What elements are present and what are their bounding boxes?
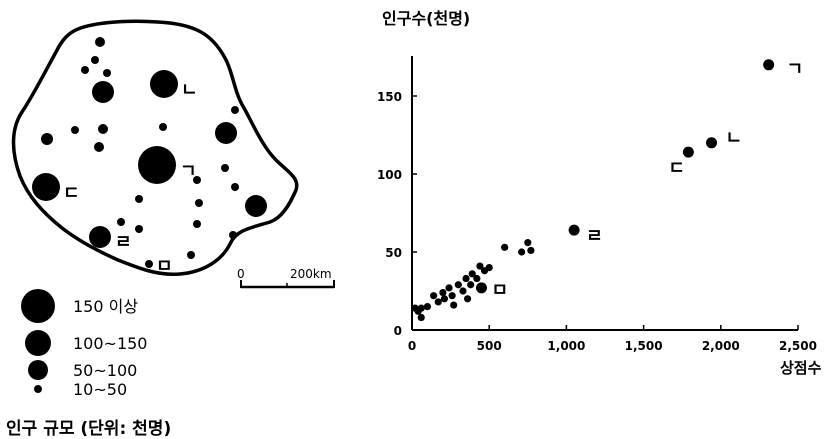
city-marker [92, 81, 114, 103]
city-marker [215, 122, 237, 144]
scale-zero-label: 0 [237, 267, 245, 281]
legend-marker-50-100 [28, 360, 48, 380]
data-point-label: ㄷ [668, 158, 685, 179]
legend-marker-10-50 [34, 385, 42, 393]
city-marker [98, 124, 108, 134]
plot-axes [411, 56, 798, 331]
map-legend: 150 이상 100~150 50~100 10~50 인구 규모 (단위: 천… [6, 289, 171, 439]
city-marker [245, 195, 267, 217]
city-marker [193, 220, 201, 228]
legend-marker-100-150 [25, 330, 51, 356]
data-point [527, 246, 535, 255]
data-point [473, 274, 481, 283]
city-marker [231, 183, 239, 191]
data-point [439, 288, 447, 297]
data-point [463, 295, 472, 303]
x-axis-title: 상점수 [780, 359, 822, 377]
data-point-label: ㄹ [586, 226, 603, 247]
x-tick-label: 2,500 [779, 339, 817, 353]
city-marker [195, 199, 203, 207]
y-axis-title: 인구수(천명) [382, 9, 470, 28]
y-tick-label: 100 [377, 168, 402, 182]
city-marker [159, 123, 167, 131]
data-point [448, 292, 456, 300]
labeled-data-point [706, 137, 718, 149]
x-tick-label: 500 [477, 339, 502, 353]
data-point [417, 313, 425, 322]
data-point [476, 262, 484, 270]
data-points [411, 59, 775, 322]
legend-label-150plus: 150 이상 [73, 297, 138, 316]
x-tick-label: 0 [408, 339, 416, 353]
city-marker [71, 126, 79, 134]
city-label-nieun: ㄴ [181, 80, 198, 101]
data-point-label: ㄴ [726, 128, 743, 149]
city-marker [221, 164, 229, 172]
city-nieun-marker [150, 70, 178, 98]
data-point [518, 248, 526, 256]
data-point [467, 281, 475, 289]
legend-label-50-100: 50~100 [73, 361, 137, 380]
city-label-giyeok: ㄱ [180, 161, 197, 182]
city-marker [135, 225, 143, 233]
data-point [430, 292, 438, 300]
data-point [485, 264, 493, 272]
scale-distance-label: 200km [290, 267, 332, 281]
data-point [417, 304, 425, 312]
labeled-data-point [682, 146, 694, 158]
x-tick-label: 1,000 [547, 339, 585, 353]
data-point [440, 295, 449, 303]
city-digeut-marker [32, 173, 60, 201]
legend-title: 인구 규모 (단위: 천명) [6, 419, 171, 439]
city-marker [135, 195, 143, 203]
data-point [423, 303, 432, 311]
city-marker [94, 142, 104, 152]
data-point [454, 281, 462, 289]
city-marker [231, 106, 239, 114]
data-point-label: ㅁ [491, 280, 508, 301]
city-marker [117, 218, 125, 226]
data-point [434, 298, 442, 306]
y-tick-label: 50 [385, 246, 402, 260]
city-rieul-marker [89, 226, 111, 248]
data-point [501, 243, 509, 251]
map-scale-bar: 0 200km [237, 267, 335, 289]
city-marker [193, 176, 201, 184]
city-marker [81, 66, 89, 74]
city-label-mieum: ㅁ [156, 256, 173, 277]
labeled-data-point [763, 59, 775, 71]
city-mieum-marker [145, 260, 153, 268]
city-marker [41, 133, 53, 145]
legend-marker-150plus [21, 289, 55, 323]
data-point [462, 274, 470, 283]
data-point [450, 301, 458, 309]
population-map: ㄱ ㄴ ㄷ ㄹ ㅁ 0 200km [11, 19, 335, 289]
legend-label-100-150: 100~150 [73, 334, 147, 353]
city-marker [229, 231, 237, 239]
y-tick-label: 150 [377, 90, 402, 104]
city-label-rieul: ㄹ [115, 232, 132, 253]
labeled-data-point [568, 224, 580, 236]
data-point [468, 270, 476, 278]
city-marker [95, 37, 105, 47]
city-marker [91, 56, 99, 64]
city-label-digeut: ㄷ [63, 183, 80, 204]
labeled-data-point [475, 282, 487, 294]
legend-label-10-50: 10~50 [73, 380, 127, 399]
data-point [524, 239, 532, 247]
x-tick-label: 1,500 [625, 339, 663, 353]
data-point-label: ㄱ [787, 59, 804, 80]
axis-ticks: 0 500 1,000 1,500 2,000 2,500 0 50 100 150 [377, 90, 817, 353]
data-point [445, 284, 453, 292]
city-giyeok-marker [138, 146, 176, 184]
city-marker [103, 69, 111, 77]
y-tick-label: 0 [394, 324, 402, 338]
city-marker [187, 251, 195, 259]
x-tick-label: 2,000 [702, 339, 740, 353]
data-point [459, 287, 467, 295]
